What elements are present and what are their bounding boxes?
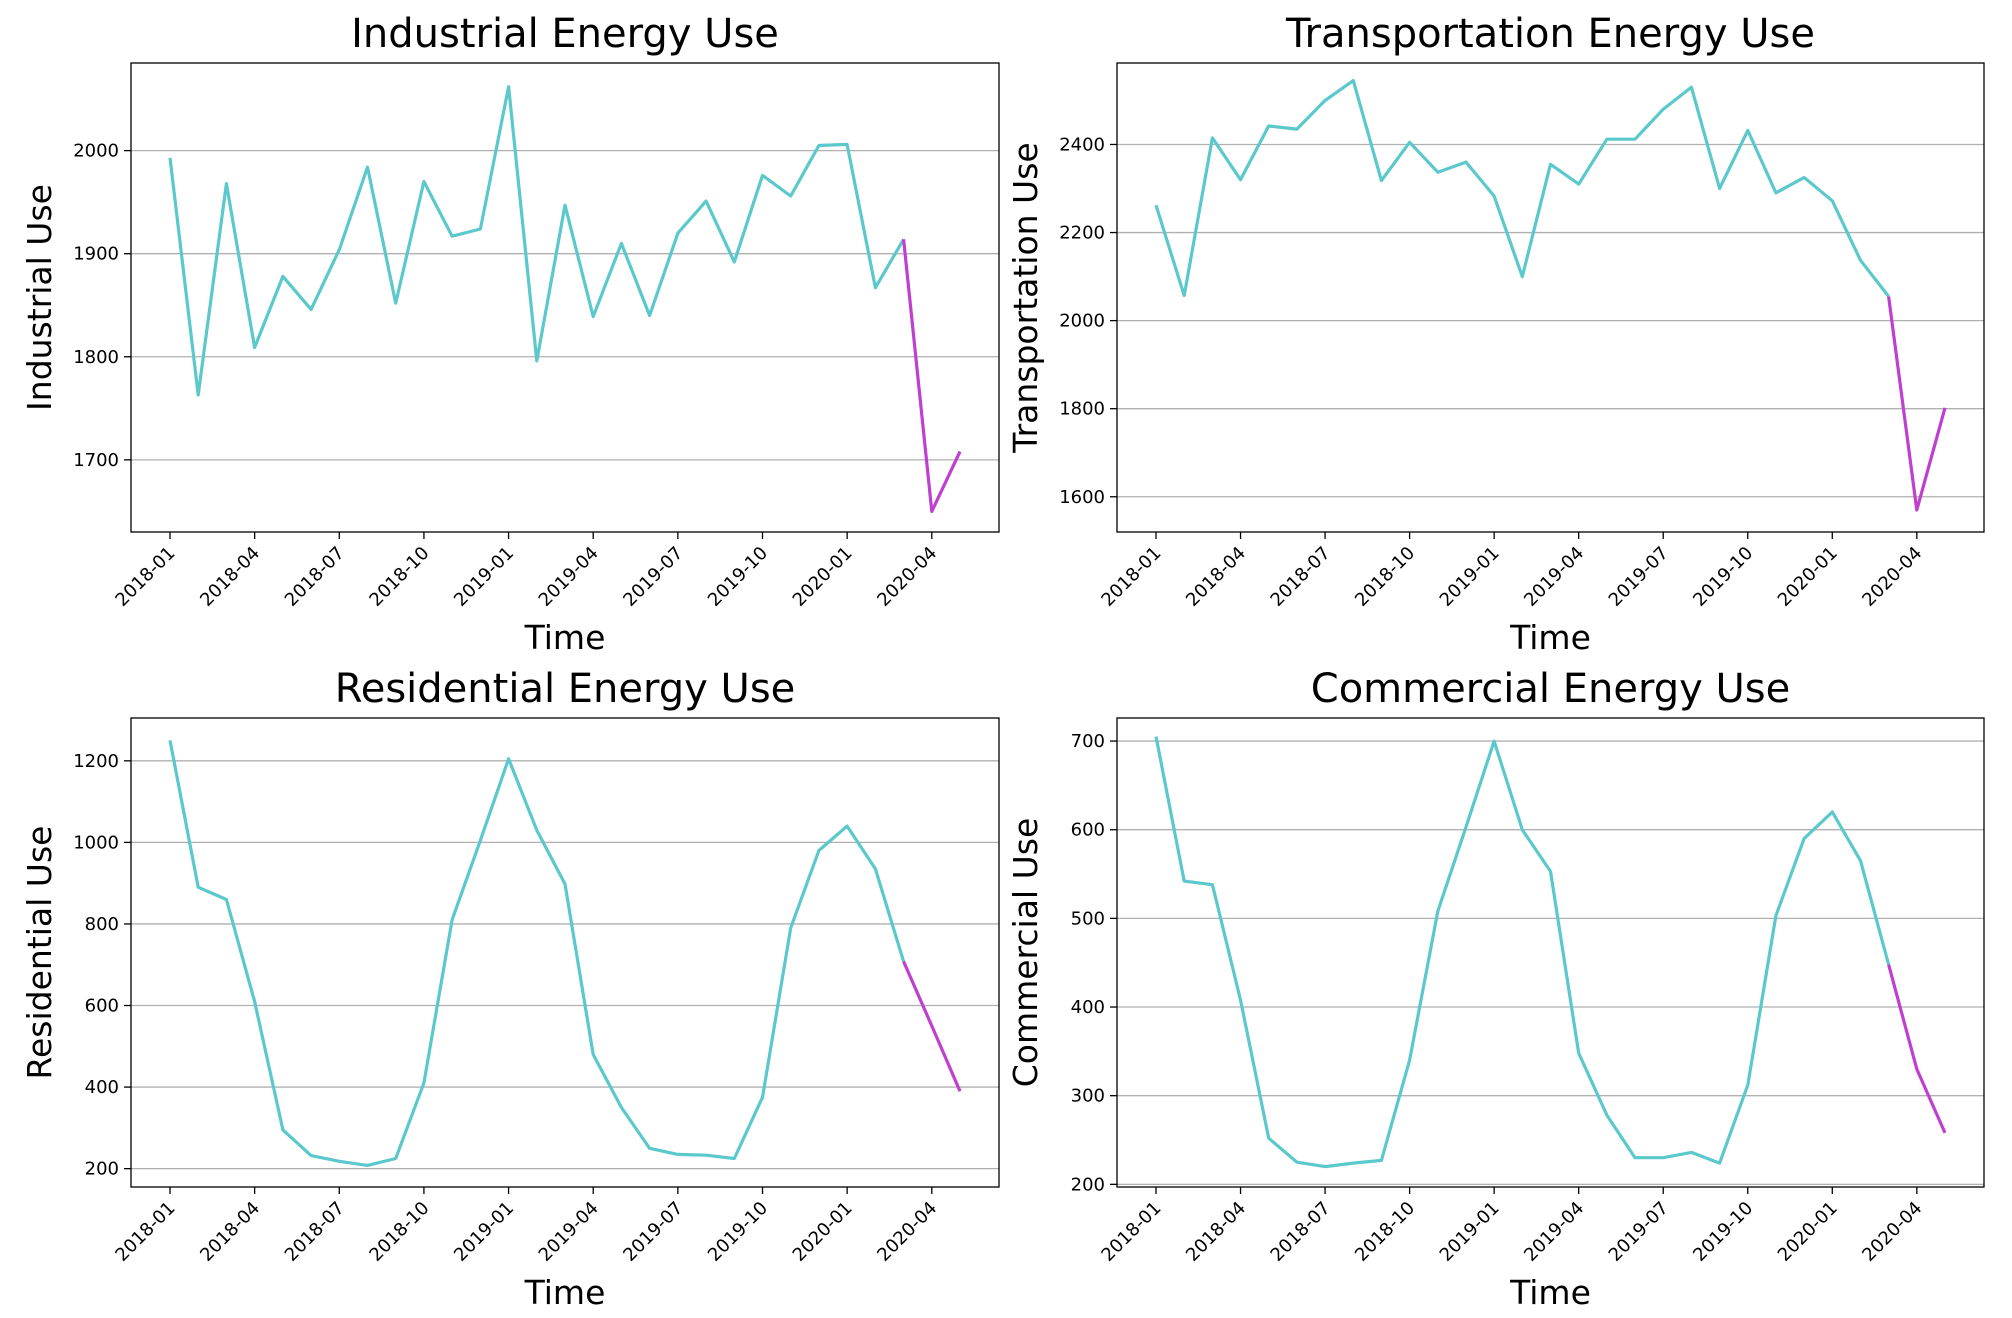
x-axis-label: Time <box>524 1273 606 1312</box>
x-tick-label: 2018-10 <box>365 1198 433 1266</box>
y-tick-label: 1700 <box>73 450 119 471</box>
x-tick-label: 2019-01 <box>450 543 518 611</box>
x-tick-label: 2019-10 <box>704 1198 772 1266</box>
x-tick-label: 2018-04 <box>1182 1198 1250 1266</box>
y-tick-label: 500 <box>1071 908 1105 929</box>
y-axis-label: Industrial Use <box>20 184 59 411</box>
x-tick-label: 2019-04 <box>535 543 603 611</box>
x-tick-label: 2020-01 <box>789 543 857 611</box>
x-tick-label: 2020-04 <box>873 543 941 611</box>
x-tick-label: 2019-04 <box>535 1198 603 1266</box>
y-tick-label: 200 <box>1071 1174 1105 1195</box>
y-tick-label: 1800 <box>1059 399 1105 420</box>
y-tick-label: 600 <box>85 996 119 1017</box>
chart-title: Transportation Energy Use <box>1285 11 1815 57</box>
x-tick-label: 2019-10 <box>704 543 772 611</box>
x-tick-label: 2018-04 <box>1182 543 1250 611</box>
x-tick-label: 2019-10 <box>1689 543 1757 611</box>
x-tick-label: 2019-07 <box>1605 1198 1673 1266</box>
x-tick-label: 2019-01 <box>1436 543 1504 611</box>
plot-frame <box>1116 62 1985 533</box>
x-tick-label: 2020-01 <box>789 1198 857 1266</box>
series-line-recent <box>1887 296 1947 512</box>
x-tick-label: 2019-07 <box>619 543 687 611</box>
y-tick-label: 2000 <box>1059 311 1105 332</box>
x-axis-label: Time <box>1509 1273 1591 1312</box>
x-tick-label: 2018-01 <box>111 1198 179 1266</box>
chart-panel-2: 1600 1800 2000 2200 2400 2018-01 2018-04 2018-0… <box>1006 11 1985 657</box>
x-tick-label: 2018-04 <box>196 543 264 611</box>
x-tick-label: 2019-10 <box>1689 1198 1757 1266</box>
series-line-recent <box>902 239 962 513</box>
x-tick-label: 2018-10 <box>1351 1198 1419 1266</box>
x-tick-label: 2020-04 <box>1858 1198 1926 1266</box>
x-axis-label: Time <box>524 618 606 657</box>
y-tick-label: 2000 <box>73 141 119 162</box>
x-tick-label: 2018-07 <box>1267 1198 1335 1266</box>
series-line-history <box>1154 736 1891 1169</box>
x-tick-label: 2018-07 <box>1267 543 1335 611</box>
y-axis-label: Residential Use <box>20 826 59 1080</box>
series-line-history <box>168 85 905 397</box>
x-tick-label: 2019-01 <box>450 1198 518 1266</box>
x-tick-label: 2020-04 <box>873 1198 941 1266</box>
y-tick-label: 1200 <box>73 751 119 772</box>
x-tick-label: 2019-07 <box>1605 543 1673 611</box>
plot-frame <box>1116 717 1985 1188</box>
x-tick-label: 2019-01 <box>1436 1198 1504 1266</box>
y-tick-label: 600 <box>1071 820 1105 841</box>
y-tick-label: 300 <box>1071 1086 1105 1107</box>
x-tick-label: 2018-01 <box>111 543 179 611</box>
x-tick-label: 2020-01 <box>1774 1198 1842 1266</box>
chart-title: Industrial Energy Use <box>351 11 779 57</box>
y-tick-label: 400 <box>85 1077 119 1098</box>
x-tick-label: 2018-07 <box>281 1198 349 1266</box>
plot-frame <box>130 62 1000 533</box>
x-tick-label: 2018-10 <box>365 543 433 611</box>
x-tick-label: 2018-01 <box>1097 543 1165 611</box>
y-tick-label: 400 <box>1071 997 1105 1018</box>
y-tick-label: 800 <box>85 914 119 935</box>
x-tick-label: 2018-07 <box>281 543 349 611</box>
y-tick-label: 200 <box>85 1159 119 1180</box>
y-tick-label: 1800 <box>73 347 119 368</box>
y-tick-label: 700 <box>1071 731 1105 752</box>
y-tick-label: 1900 <box>73 244 119 265</box>
chart-panel-3: 200 400 600 800 1000 1200 2018-01 2018-04 2018-0… <box>20 666 1000 1312</box>
series-line-recent <box>902 960 962 1092</box>
y-tick-label: 1600 <box>1059 487 1105 508</box>
series-line-recent <box>1887 964 1947 1134</box>
x-tick-label: 2018-10 <box>1351 543 1419 611</box>
chart-title: Commercial Energy Use <box>1311 666 1790 712</box>
x-tick-label: 2020-04 <box>1858 543 1926 611</box>
y-axis-label: Transportation Use <box>1006 142 1045 453</box>
y-tick-label: 2400 <box>1059 134 1105 155</box>
chart-title: Residential Energy Use <box>335 666 796 712</box>
x-tick-label: 2019-04 <box>1520 543 1588 611</box>
y-axis-label: Commercial Use <box>1006 818 1045 1088</box>
y-tick-label: 1000 <box>73 832 119 853</box>
series-line-history <box>1154 78 1890 298</box>
x-tick-label: 2018-04 <box>196 1198 264 1266</box>
x-tick-label: 2019-04 <box>1520 1198 1588 1266</box>
x-tick-label: 2020-01 <box>1774 543 1842 611</box>
series-line-history <box>168 740 906 1168</box>
x-tick-label: 2019-07 <box>619 1198 687 1266</box>
y-tick-label: 2200 <box>1059 223 1105 244</box>
plot-frame <box>130 717 1000 1188</box>
x-axis-label: Time <box>1509 618 1591 657</box>
x-tick-label: 2018-01 <box>1097 1198 1165 1266</box>
